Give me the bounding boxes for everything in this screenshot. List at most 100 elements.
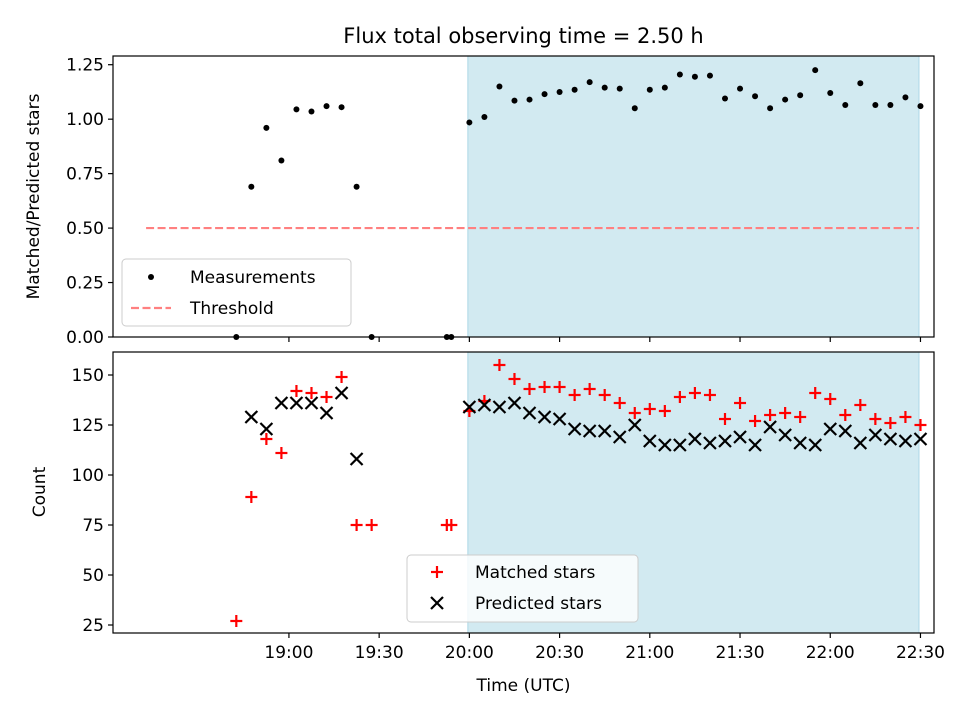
counts-predicted-stars-point-15 [567,422,582,436]
counts-predicted-stars-point-25 [718,434,732,448]
ratio-measurements-point-38 [857,80,864,87]
counts-predicted-stars-point-2 [274,396,289,410]
x-tick-label-3: 20:30 [535,643,584,663]
counts-matched-stars-point-33 [779,407,792,419]
counts-matched-stars-point-35 [809,387,822,399]
ratio-measurements-point-28 [706,72,713,79]
counts-matched-stars-point-34 [794,411,807,423]
x-axis-label: Time (UTC) [476,676,571,696]
counts-y-tick-label-0: 25 [82,616,104,636]
ratio-measurements-point-14 [496,83,503,90]
ratio-measurements-point-35 [812,67,819,74]
ratio-x-ticks [288,337,922,342]
counts-marks [230,359,928,627]
ratio-legend: Measurements Threshold [121,258,352,327]
counts-matched-stars-point-3 [275,447,288,459]
ratio-y-tick-label-3: 0.75 [66,165,104,185]
ratio-measurements-point-42 [917,103,924,110]
counts-matched-stars-point-41 [899,411,912,423]
ratio-measurements-point-34 [797,92,804,99]
counts-matched-stars-point-5 [305,387,318,399]
counts-matched-stars-point-26 [673,391,686,403]
counts-predicted-stars-point-22 [673,438,687,452]
ratio-measurements-point-12 [466,119,473,126]
counts-legend: Matched stars Predicted stars [406,554,639,623]
counts-y-tick-label-1: 50 [82,566,104,586]
ratio-measurements-point-24 [646,86,653,93]
counts-predicted-stars-point-36 [883,432,898,446]
ratio-measurements-point-40 [887,102,894,109]
counts-predicted-stars-point-26 [733,430,747,444]
ratio-measurements-point-4 [293,106,300,113]
x-tick-label-5: 21:30 [716,643,765,663]
ratio-y-tick-label-5: 1.25 [66,56,104,76]
counts-matched-stars-point-42 [914,419,927,431]
counts-matched-stars-point-32 [764,409,777,421]
ratio-measurements-point-36 [827,90,834,97]
counts-matched-stars-point-1 [245,491,258,503]
x-tick-label-6: 22:00 [806,643,855,663]
counts-matched-stars-point-38 [854,399,867,411]
ratio-measurements-point-20 [586,79,593,86]
counts-matched-stars-point-4 [290,385,303,397]
counts-matched-stars-point-37 [839,409,852,421]
counts-panel: 25 50 75 100 125 150 19:00 19:30 20:00 20:30 21:0… [30,351,945,696]
counts-matched-stars-point-0 [230,615,243,627]
chart-title: Flux total observing time = 2.50 h [343,24,703,48]
ratio-measurements-point-22 [616,85,623,92]
counts-predicted-stars-point-16 [582,424,597,438]
counts-predicted-stars-point-21 [658,438,672,452]
counts-predicted-stars-point-24 [703,436,717,450]
counts-axes-frame [112,351,935,634]
counts-predicted-stars-point-14 [552,412,567,426]
counts-predicted-stars-point-17 [597,424,612,438]
ratio-measurements-point-17 [541,91,548,98]
counts-predicted-stars-point-12 [522,406,537,420]
x-tick-label-1: 19:30 [355,643,404,663]
legend-threshold-label: Threshold [189,299,274,319]
ratio-measurements-point-1 [248,183,255,190]
ratio-measurements-point-13 [481,113,488,120]
counts-predicted-stars-point-31 [808,438,822,452]
x-tick-label-4: 21:00 [625,643,674,663]
counts-matched-stars-point-14 [493,359,506,371]
counts-predicted-stars-point-5 [319,406,334,420]
counts-matched-stars-point-19 [568,389,581,401]
ratio-measurements-point-29 [721,95,728,102]
ratio-y-tick-label-1: 0.25 [66,274,104,294]
ratio-measurements-point-37 [842,102,849,109]
counts-predicted-stars-point-3 [289,396,304,410]
counts-matched-stars-point-40 [884,417,897,429]
counts-matched-stars-point-39 [869,413,882,425]
counts-predicted-stars-point-38 [913,432,928,446]
ratio-y-axis-label: Matched/Predicted stars [24,93,44,299]
counts-predicted-stars-point-9 [477,398,492,412]
ratio-measurements-point-15 [511,97,518,104]
counts-matched-stars-point-6 [320,391,333,403]
ratio-measurements-point-2 [263,124,270,131]
counts-matched-stars-point-31 [749,415,762,427]
counts-predicted-stars-point-23 [688,432,702,446]
counts-predicted-stars-point-11 [507,396,522,410]
legend-measurements-marker [148,274,154,280]
counts-predicted-stars-point-10 [492,400,507,414]
counts-matched-stars-point-2 [260,433,273,445]
counts-matched-stars-point-18 [553,381,566,393]
counts-predicted-stars-point-27 [748,438,762,452]
ratio-measurements-point-21 [601,84,608,91]
observing-window-band-top [467,55,920,338]
counts-matched-stars-point-9 [365,519,378,531]
counts-matched-stars-point-27 [688,387,701,399]
counts-predicted-stars-point-8 [462,400,477,414]
ratio-measurements-point-16 [526,96,533,103]
ratio-measurements-point-19 [571,86,578,93]
counts-predicted-stars-point-32 [823,422,838,436]
counts-predicted-stars-point-18 [612,430,627,444]
ratio-y-tick-label-0: 0.00 [66,328,104,348]
ratio-panel: 0.00 0.25 0.50 0.75 1.00 1.25 Matched/Predict… [24,55,935,348]
counts-predicted-stars-point-19 [627,418,642,432]
ratio-y-tick-label-4: 1.00 [66,110,104,130]
counts-matched-stars-point-16 [523,383,536,395]
counts-predicted-stars-point-7 [349,452,364,466]
ratio-measurements-point-27 [691,73,698,80]
